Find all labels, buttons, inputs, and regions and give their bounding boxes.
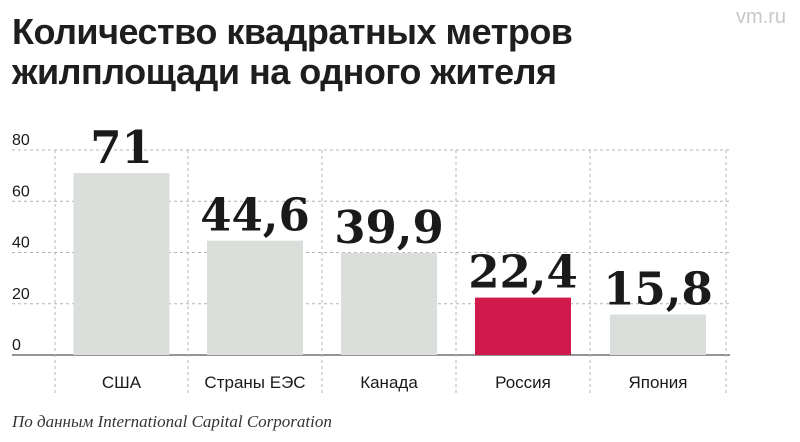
y-tick-label-60: 60 xyxy=(12,183,30,200)
bar xyxy=(73,173,170,355)
watermark: vm.ru xyxy=(736,6,786,28)
y-tick-label-0: 0 xyxy=(12,337,21,354)
bar xyxy=(341,252,437,355)
bar xyxy=(475,297,571,355)
source-note: По данным International Capital Corporat… xyxy=(12,412,332,431)
chart-title: Количество квадратных метров жилплощади … xyxy=(12,12,732,92)
value-label: 39,9 xyxy=(334,201,444,254)
x-tick-label: США xyxy=(102,373,142,392)
y-tick-label-20: 20 xyxy=(12,286,30,303)
y-tick-label-40: 40 xyxy=(12,235,30,252)
x-tick-label: Страны ЕЭС xyxy=(204,373,305,392)
title-line-2: жилплощади на одного жителя xyxy=(12,51,557,92)
value-label: 15,8 xyxy=(603,263,713,316)
value-label: 22,4 xyxy=(468,246,578,299)
value-label: 44,6 xyxy=(200,189,310,242)
y-tick-label-80: 80 xyxy=(12,132,30,149)
title-line-1: Количество квадратных метров xyxy=(12,11,573,52)
bar xyxy=(610,314,706,355)
x-tick-label: Япония xyxy=(628,373,687,392)
x-tick-label: Россия xyxy=(495,373,551,392)
x-tick-label: Канада xyxy=(360,373,418,392)
value-label: 71 xyxy=(90,121,153,174)
bar xyxy=(207,240,303,355)
